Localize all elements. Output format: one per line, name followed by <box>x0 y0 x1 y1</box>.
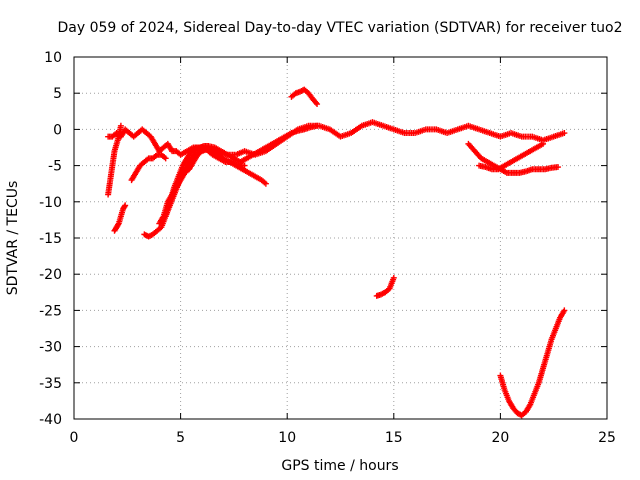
data-point <box>561 307 568 314</box>
data-point <box>390 274 397 281</box>
data-point <box>122 202 129 209</box>
y-tick-label: -5 <box>48 159 62 175</box>
data-point <box>115 221 122 228</box>
y-tick-label: -40 <box>39 412 62 428</box>
y-tick-label: -35 <box>39 376 62 392</box>
y-tick-label: 10 <box>44 50 62 66</box>
data-point <box>312 99 319 106</box>
x-tick-label: 10 <box>278 430 296 446</box>
y-tick-label: -20 <box>39 267 62 283</box>
data-point <box>117 122 124 129</box>
x-axis-label: GPS time / hours <box>281 458 398 474</box>
x-tick-label: 15 <box>385 430 403 446</box>
chart-title: Day 059 of 2024, Sidereal Day-to-day VTE… <box>57 20 622 36</box>
y-tick-label: 5 <box>53 86 62 102</box>
x-tick-label: 20 <box>491 430 509 446</box>
data-point <box>314 122 321 129</box>
y-axis-label: SDTVAR / TECUs <box>5 181 21 296</box>
data-point <box>314 101 321 108</box>
x-tick-label: 0 <box>70 430 79 446</box>
data-point <box>540 140 547 147</box>
data-point <box>262 180 269 187</box>
x-tick-label: 25 <box>598 430 616 446</box>
plot-frame <box>73 56 608 420</box>
y-tick-label: 0 <box>53 122 62 138</box>
data-point <box>561 130 568 137</box>
y-tick-label: -25 <box>39 303 62 319</box>
y-tick-label: -15 <box>39 231 62 247</box>
data-point <box>121 203 128 210</box>
data-point <box>554 164 561 171</box>
y-tick-label: -30 <box>39 340 62 356</box>
ticks: 0 5 10 15 20 25 10 5 0 -5 -10 -15 -20 -25 -30 -35 -40 <box>39 50 616 446</box>
data-points <box>105 86 568 419</box>
x-tick-label: 5 <box>176 430 185 446</box>
y-tick-label: -10 <box>39 195 62 211</box>
data-point <box>162 155 169 162</box>
grid <box>74 57 607 419</box>
